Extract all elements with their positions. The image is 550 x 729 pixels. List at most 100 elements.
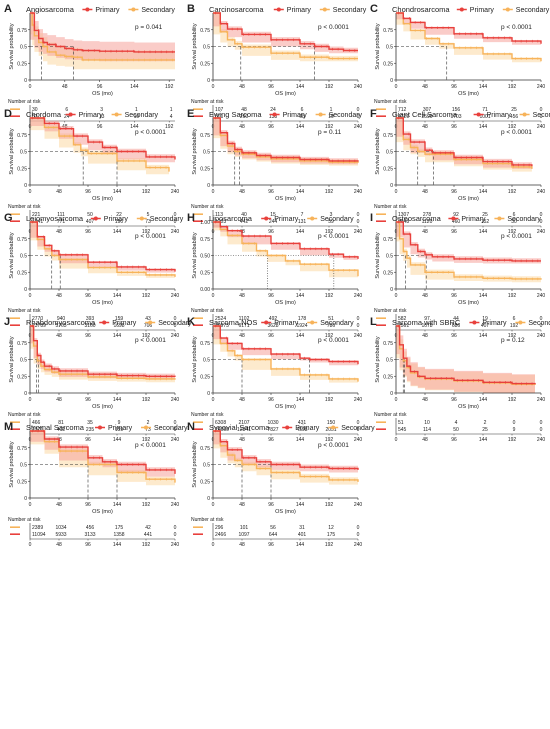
legend-primary-label: Primary xyxy=(274,216,299,223)
risk-count: 175 xyxy=(327,532,336,538)
risk-count: 582 xyxy=(398,316,407,322)
x-tick-label: 96 xyxy=(268,189,274,195)
risk-count: 456 xyxy=(510,114,519,120)
risk-x-tick-label: 240 xyxy=(171,333,180,339)
chart-title: Carcinosarcoma xyxy=(209,5,264,14)
x-tick-label: 96 xyxy=(268,502,274,508)
risk-count: 7827 xyxy=(267,427,278,433)
ci-band-secondary xyxy=(213,431,358,485)
km-curve-primary xyxy=(213,430,359,470)
p-value: p < 0.0001 xyxy=(135,337,166,344)
risk-x-tick-label: 96 xyxy=(268,437,274,443)
y-tick-label: 0 xyxy=(207,391,210,397)
risk-count: 221 xyxy=(32,212,41,218)
risk-count: 786 xyxy=(327,323,336,329)
x-tick-label: 48 xyxy=(239,502,245,508)
risk-x-tick-label: 144 xyxy=(130,124,139,130)
risk-count: 6 xyxy=(513,212,516,218)
risk-count: 31 xyxy=(299,525,305,531)
risk-count: 1030 xyxy=(267,420,278,426)
risk-table-title: Number at risk xyxy=(191,308,224,314)
risk-x-tick-label: 144 xyxy=(296,333,305,339)
risk-count: 442 xyxy=(240,219,249,225)
risk-x-tick-label: 96 xyxy=(85,333,91,339)
x-tick-label: 48 xyxy=(56,502,62,508)
risk-x-tick-label: 96 xyxy=(268,229,274,235)
legend-primary-marker xyxy=(472,320,477,325)
y-tick-label: 0.75 xyxy=(200,28,210,34)
risk-x-tick-label: 144 xyxy=(479,229,488,235)
km-curve-primary xyxy=(396,12,542,44)
x-tick-label: 240 xyxy=(537,397,546,403)
risk-count: 111 xyxy=(57,212,65,218)
risk-count: 501 xyxy=(215,114,224,120)
x-tick-label: 96 xyxy=(268,84,274,90)
x-tick-label: 144 xyxy=(296,293,305,299)
x-tick-label: 96 xyxy=(451,84,457,90)
risk-x-tick-label: 0 xyxy=(395,437,398,443)
risk-count: 1924 xyxy=(296,323,307,329)
legend-secondary-label: Secondary xyxy=(533,112,550,119)
risk-count: 0 xyxy=(357,323,360,329)
chart-title: Stromal Sarcoma xyxy=(26,423,85,432)
risk-count: 30 xyxy=(511,219,517,225)
risk-x-tick-label: 240 xyxy=(537,124,546,130)
risk-count: 1001 xyxy=(479,114,490,120)
risk-x-tick-label: 240 xyxy=(354,542,363,548)
panel-letter: I xyxy=(370,212,373,224)
risk-count: 175 xyxy=(115,525,124,531)
legend-primary-marker xyxy=(93,216,98,221)
x-tick-label: 240 xyxy=(354,84,363,90)
p-value: p = 0.12 xyxy=(501,337,525,344)
x-axis-label: OS (mo) xyxy=(458,404,479,410)
risk-table-title: Number at risk xyxy=(191,517,224,523)
legend-primary-label: Primary xyxy=(112,320,137,327)
y-axis-label: Survival probability xyxy=(9,128,15,174)
x-axis-label: OS (mo) xyxy=(92,404,113,410)
km-curve-primary xyxy=(396,325,536,385)
legend-secondary-label: Secondary xyxy=(333,7,367,14)
risk-count: 2770 xyxy=(32,316,43,322)
panel-g: G Leiomyosarcoma Primary Secondary00.250.50… xyxy=(4,212,184,339)
x-axis-label: OS (mo) xyxy=(92,300,113,306)
y-tick-label: 0.25 xyxy=(383,61,393,67)
y-axis-label: Survival probability xyxy=(375,23,381,69)
risk-count: 1097 xyxy=(238,532,249,538)
risk-count: 159 xyxy=(115,427,124,433)
risk-count: 24650 xyxy=(215,427,229,433)
risk-count: 51 xyxy=(398,420,404,426)
x-tick-label: 0 xyxy=(29,293,32,299)
y-tick-label: 1.00 xyxy=(200,220,210,226)
ci-band-secondary xyxy=(213,13,358,62)
risk-count: 12341 xyxy=(237,427,251,433)
x-tick-label: 48 xyxy=(56,293,62,299)
y-tick-label: 0.75 xyxy=(17,237,27,243)
risk-x-tick-label: 144 xyxy=(113,437,122,443)
legend-secondary-label: Secondary xyxy=(141,7,175,14)
risk-table-title: Number at risk xyxy=(8,412,41,418)
risk-count: 25 xyxy=(482,212,488,218)
y-tick-label: 0.75 xyxy=(383,28,393,34)
risk-x-tick-label: 240 xyxy=(354,437,363,443)
legend-secondary-marker xyxy=(144,425,148,430)
panel-k: K Sarcoma.NOS Primary Secondary00.250.50.75… xyxy=(187,316,362,443)
risk-count: 68 xyxy=(299,114,305,120)
legend-secondary-marker xyxy=(310,216,315,221)
risk-x-tick-label: 96 xyxy=(85,229,91,235)
panel-b: B Carcinosarcoma Primary Secondary00.250.50… xyxy=(187,3,367,130)
km-curve-secondary xyxy=(213,325,359,382)
risk-x-tick-label: 240 xyxy=(171,437,180,443)
p-value: p < 0.0001 xyxy=(318,233,349,240)
risk-count: 159 xyxy=(115,316,124,322)
risk-count: 2561 xyxy=(398,323,409,329)
risk-count: 12 xyxy=(328,525,334,531)
risk-x-tick-label: 192 xyxy=(508,229,517,235)
risk-count: 0 xyxy=(513,420,516,426)
risk-count: 441 xyxy=(144,532,153,538)
risk-x-tick-label: 192 xyxy=(142,333,151,339)
risk-count: 1078 xyxy=(421,323,432,329)
y-axis-label: Survival probability xyxy=(9,23,15,69)
risk-count: 43 xyxy=(145,316,151,322)
risk-count: 2389 xyxy=(32,525,43,531)
legend-primary-label: Primary xyxy=(461,216,486,223)
